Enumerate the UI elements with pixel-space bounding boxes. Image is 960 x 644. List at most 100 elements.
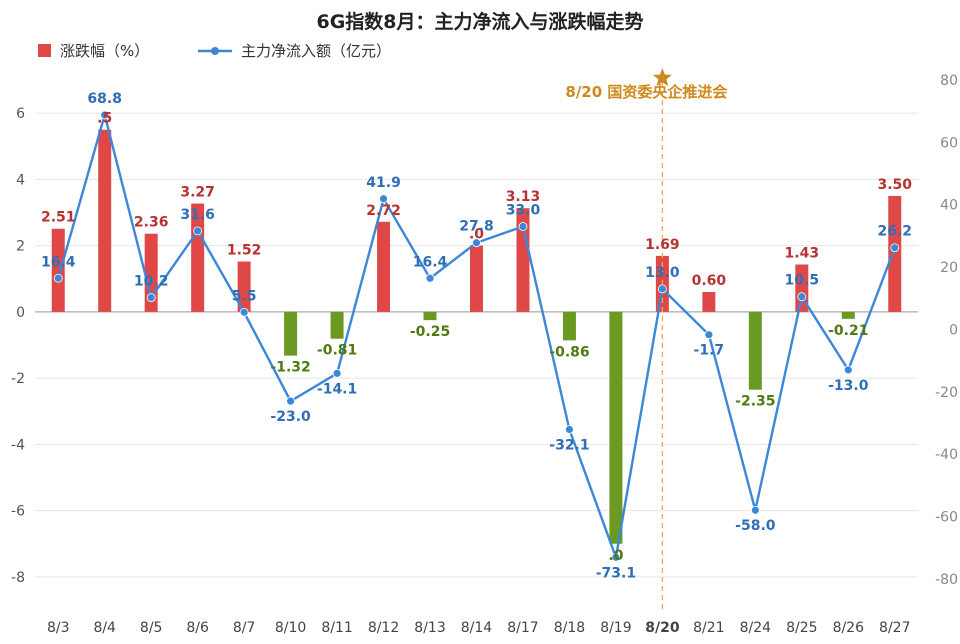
inflow-value-label: 16.4 xyxy=(41,254,76,270)
inflow-value-label: 5.5 xyxy=(232,288,257,304)
inflow-point xyxy=(565,425,574,434)
inflow-point xyxy=(750,505,760,515)
inflow-value-label: -23.0 xyxy=(270,409,311,425)
inflow-point xyxy=(472,238,481,248)
y-right-tick-label: 40 xyxy=(940,198,958,214)
y-left-tick-label: -4 xyxy=(11,437,25,453)
inflow-point xyxy=(53,273,63,283)
x-tick-label: 8/5 xyxy=(140,620,163,636)
x-tick-label: 8/26 xyxy=(833,620,865,636)
y-right-tick-label: 60 xyxy=(940,135,958,151)
bar-value-label: 2.72 xyxy=(366,203,401,219)
bar-value-label: -0.86 xyxy=(549,344,589,360)
inflow-value-label: 41.9 xyxy=(366,175,401,191)
inflow-value-label: 10.5 xyxy=(785,273,820,289)
inflow-value-label: 10.2 xyxy=(134,274,169,290)
x-axis: 8/3 8/4 8/5 8/6 8/7 8/10 8/11 8/12 8/13 8/14 8/17 8… xyxy=(47,620,911,636)
inflow-point xyxy=(425,273,435,283)
bar xyxy=(284,311,298,356)
inflow-point xyxy=(332,368,342,378)
x-tick-label: 8/21 xyxy=(693,620,724,636)
bar-value-label: 3.50 xyxy=(877,177,912,193)
y-right-tick-label: -20 xyxy=(935,385,958,401)
bar xyxy=(562,311,576,341)
bar xyxy=(516,208,530,312)
y-left-tick-label: 6 xyxy=(16,106,25,122)
x-tick-label: 8/25 xyxy=(786,620,817,636)
x-tick-label: 8/11 xyxy=(321,620,352,636)
legend-bar-swatch xyxy=(38,44,51,57)
annotation-text: 8/20 国资委央企推进会 xyxy=(565,83,727,101)
x-tick-label: 8/14 xyxy=(461,620,493,636)
y-axis-left: -8 -6 -4 -2 0 2 4 6 xyxy=(11,106,25,586)
y-right-tick-label: -40 xyxy=(935,447,958,463)
bar-value-label: .0 xyxy=(608,548,623,564)
bar-value-label: -0.21 xyxy=(828,323,868,339)
inflow-value-label: -14.1 xyxy=(317,381,357,397)
bar-value-label: -2.35 xyxy=(735,394,775,410)
x-tick-label: 8/17 xyxy=(507,620,538,636)
x-tick-label: 8/19 xyxy=(600,620,631,636)
bar xyxy=(51,228,65,312)
y-right-tick-label: 80 xyxy=(940,73,958,89)
inflow-line xyxy=(57,113,896,559)
x-tick-label: 8/27 xyxy=(879,620,910,636)
y-left-tick-label: -6 xyxy=(11,504,25,520)
bar xyxy=(423,311,437,321)
inflow-value-label: -73.1 xyxy=(596,565,636,581)
bar-value-label: 3.13 xyxy=(506,189,541,205)
bar-value-label: 1.52 xyxy=(227,243,262,259)
inflow-value-label: 13.0 xyxy=(645,265,680,281)
x-tick-label: 8/24 xyxy=(740,620,772,636)
x-tick-label: 8/4 xyxy=(93,620,116,636)
x-tick-label: 8/18 xyxy=(554,620,585,636)
bar xyxy=(98,129,112,312)
bar-value-label: 3.27 xyxy=(180,185,215,201)
inflow-value-label: 26.2 xyxy=(877,224,912,240)
inflow-point xyxy=(657,284,667,294)
bar xyxy=(888,195,902,312)
inflow-point xyxy=(890,243,900,253)
bar xyxy=(609,311,623,544)
inflow-point xyxy=(193,226,203,236)
bar-value-label: 1.69 xyxy=(645,237,680,253)
inflow-value-label: -58.0 xyxy=(735,518,776,534)
bar xyxy=(470,245,483,312)
x-tick-label: 8/13 xyxy=(414,620,445,636)
inflow-value-label: 31.6 xyxy=(180,207,215,223)
bar-value-label: -1.32 xyxy=(270,360,310,376)
inflow-point xyxy=(704,330,714,340)
legend-bar-label: 涨跌幅（%） xyxy=(60,42,149,60)
bar xyxy=(237,261,251,312)
y-right-tick-label: 20 xyxy=(940,260,958,276)
x-tick-label: 8/12 xyxy=(368,620,399,636)
bar-value-label: 0.60 xyxy=(692,273,727,289)
y-right-tick-label: 0 xyxy=(949,322,958,338)
x-tick-label: 8/7 xyxy=(233,620,256,636)
bar xyxy=(377,221,391,312)
inflow-value-label: -13.0 xyxy=(828,378,869,394)
bar-value-label: 2.36 xyxy=(134,215,169,231)
inflow-value-label: 68.8 xyxy=(87,91,122,107)
bar-value-label: .5 xyxy=(97,111,112,127)
y-left-tick-label: -8 xyxy=(11,570,25,586)
bar xyxy=(702,292,716,312)
bar-value-label: .0 xyxy=(469,227,484,243)
inflow-value-label: -1.7 xyxy=(694,343,725,359)
bar xyxy=(841,311,855,319)
line-labels: 16.4 68.8 10.2 31.6 5.5 -23.0 -14.1 41.9 16.4 27.… xyxy=(41,91,912,581)
bar-series xyxy=(51,129,902,544)
bar-value-label: 2.51 xyxy=(41,210,76,226)
inflow-point xyxy=(146,293,156,303)
legend-line-marker xyxy=(211,47,219,55)
x-tick-label: 8/3 xyxy=(47,620,70,636)
bar-value-label: -0.25 xyxy=(410,324,450,340)
y-left-tick-label: 0 xyxy=(16,305,25,321)
inflow-point xyxy=(100,110,110,120)
annotation: 8/20 国资委央企推进会 xyxy=(565,68,727,610)
x-tick-label: 8/6 xyxy=(186,620,209,636)
x-tick-label: 8/20 xyxy=(645,620,680,636)
star-icon xyxy=(652,68,672,87)
bar-value-label: -0.81 xyxy=(317,343,357,359)
